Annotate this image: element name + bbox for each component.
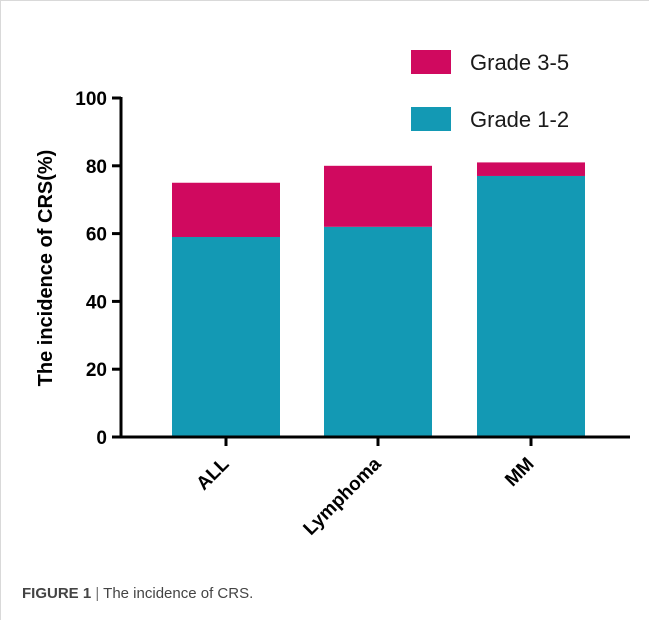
bars-layer [172,162,585,437]
figure-label: FIGURE 1 [22,585,92,602]
bar-lymphoma-grade-3-5 [324,165,432,227]
caption-text: The incidence of CRS. [103,585,254,602]
legend-label-grade-3-5: Grade 3-5 [470,50,569,75]
bar-all-grade-1-2 [172,236,280,437]
x-tick-label-all: ALL [193,453,234,494]
y-tick-label-60: 60 [86,225,107,246]
x-tick-label-lymphoma: Lymphoma [300,453,386,539]
legend-label-grade-1-2: Grade 1-2 [470,107,569,132]
figure-caption: FIGURE 1 | The incidence of CRS. [22,585,253,602]
caption-separator: | [95,585,100,602]
legend: Grade 3-5 Grade 1-2 [411,50,569,132]
x-tick-label-mm: MM [501,454,538,491]
y-tick-label-0: 0 [96,428,107,449]
y-tick-label-100: 100 [75,89,107,110]
legend-swatch-grade-1-2 [411,107,451,131]
legend-swatch-grade-3-5 [411,50,451,74]
y-tick-label-20: 20 [86,360,107,381]
y-tick-label-40: 40 [86,292,107,313]
bar-all-grade-3-5 [172,182,280,237]
bar-mm-grade-3-5 [477,162,585,176]
bar-mm-grade-1-2 [477,175,585,437]
y-axis-title: The incidence of CRS(%) [35,150,57,387]
y-tick-label-80: 80 [86,157,107,178]
bar-lymphoma-grade-1-2 [324,226,432,437]
